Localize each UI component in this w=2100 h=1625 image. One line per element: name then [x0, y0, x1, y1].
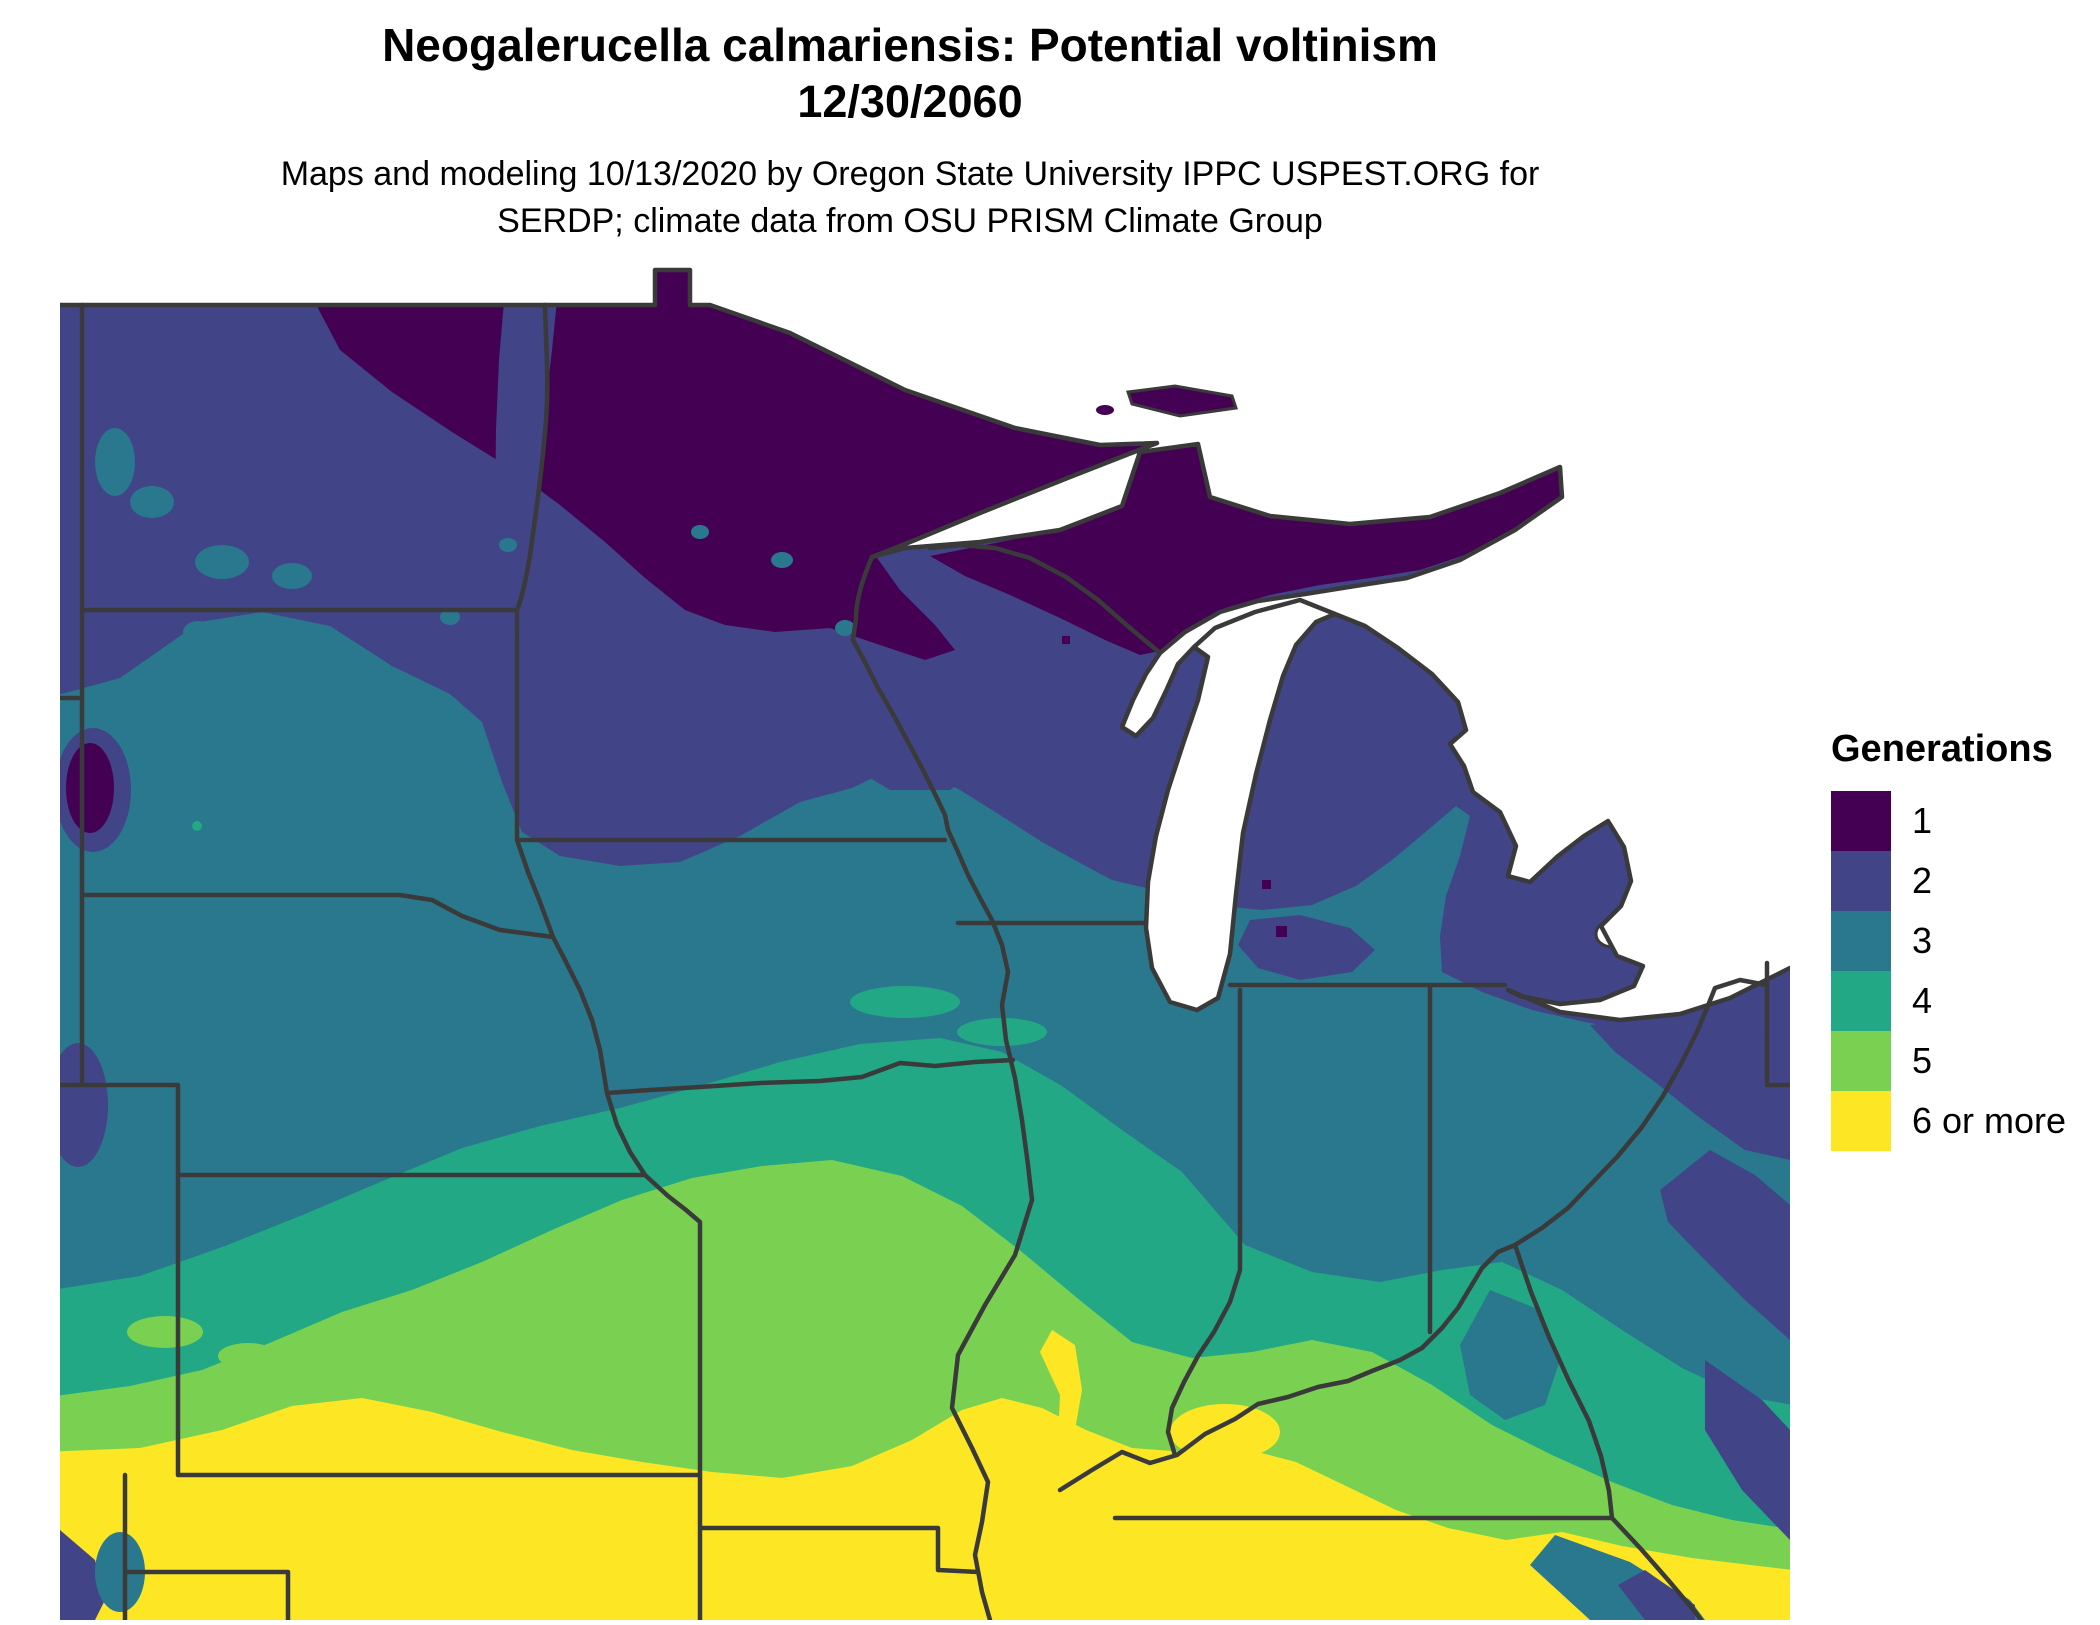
figure-subtitle: Maps and modeling 10/13/2020 by Oregon S…	[0, 151, 1820, 245]
black-hills	[60, 728, 131, 852]
legend-entry-4: 4	[1831, 971, 2066, 1031]
subtitle-line-2: SERDP; climate data from OSU PRISM Clima…	[497, 201, 1323, 240]
band-2-appalachian-patches	[60, 690, 1790, 1620]
raster-layers	[60, 270, 1790, 1620]
legend-entry-6: 6 or more	[1831, 1091, 2066, 1151]
legend-swatch-4	[1831, 971, 1891, 1031]
voltinism-map	[57, 267, 1793, 1623]
figure-header: Neogalerucella calmariensis: Potential v…	[0, 16, 1820, 245]
page-title: Neogalerucella calmariensis: Potential v…	[382, 19, 1438, 71]
band-1-upper-peninsula	[930, 444, 1562, 655]
map-area	[57, 205, 1793, 1623]
band-1-michigan-dots	[1062, 636, 1287, 937]
subtitle-line-1: Maps and modeling 10/13/2020 by Oregon S…	[280, 154, 1540, 193]
isle-royale	[1096, 384, 1238, 418]
legend-entry-1: 1	[1831, 791, 2066, 851]
band-5-pockets	[127, 1316, 278, 1369]
legend-swatch-2	[1831, 851, 1891, 911]
band-4-pockets	[192, 821, 1047, 1046]
legend-entry-2: 2	[1831, 851, 2066, 911]
legend-label-2: 2	[1912, 860, 1933, 901]
legend-swatch-6	[1831, 1091, 1891, 1151]
band-6-pockets	[1040, 1330, 1280, 1460]
black-hills-core	[66, 743, 114, 833]
legend-entry-3: 3	[1831, 911, 2066, 971]
legend-label-6: 6 or more	[1912, 1100, 2067, 1141]
band-6-generations	[60, 1398, 1790, 1620]
legend-label-1: 1	[1912, 800, 1933, 841]
legend-label-3: 3	[1912, 920, 1933, 961]
band-3-south-patches	[95, 1290, 1705, 1620]
state-borders	[57, 302, 1793, 1623]
coastline-and-canada-border	[57, 267, 1793, 1023]
legend-label-5: 5	[1912, 1040, 1933, 1081]
band-2-tennessee-patch	[1618, 1570, 1695, 1620]
legend-entry-5: 5	[1831, 1031, 2066, 1091]
legend: Generations 1 2 3 4 5 6 or more	[1831, 728, 2066, 1151]
legend-swatch-3	[1831, 911, 1891, 971]
legend-title: Generations	[1831, 728, 2053, 770]
lake-michigan-shore	[1192, 597, 1336, 649]
legend-label-4: 4	[1912, 980, 1933, 1021]
legend-swatch-5	[1831, 1031, 1891, 1091]
legend-swatch-1	[1831, 791, 1891, 851]
page-title-date: 12/30/2060	[797, 75, 1023, 127]
